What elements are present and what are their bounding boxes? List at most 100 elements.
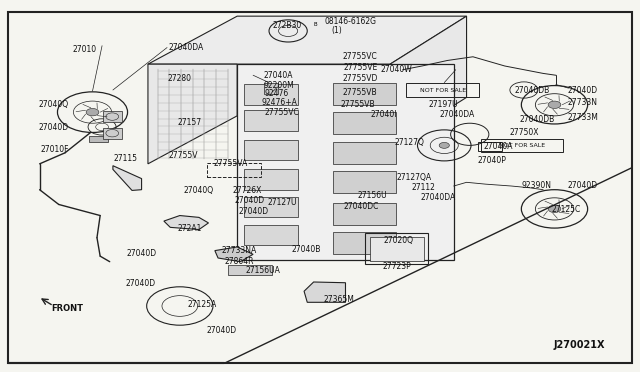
Circle shape (548, 101, 561, 109)
Text: 27040D: 27040D (235, 196, 265, 205)
Text: 27040D: 27040D (38, 123, 68, 132)
Polygon shape (304, 282, 346, 302)
Text: 27010F: 27010F (40, 145, 68, 154)
Bar (228, 265, 272, 275)
Polygon shape (164, 215, 209, 230)
Text: 92476: 92476 (264, 89, 289, 98)
Bar (207, 163, 260, 177)
Bar (333, 142, 396, 164)
Text: B: B (314, 22, 317, 27)
Bar (481, 139, 563, 152)
Text: 08146-6162G: 08146-6162G (324, 17, 376, 26)
Text: 27125A: 27125A (188, 300, 217, 309)
Bar (333, 232, 396, 254)
Text: 27197U: 27197U (428, 100, 458, 109)
Text: 27040B: 27040B (291, 245, 321, 254)
Text: 27040DA: 27040DA (420, 193, 456, 202)
Text: 27040D: 27040D (568, 86, 598, 95)
Text: 27755VB: 27755VB (343, 89, 378, 97)
Bar (244, 84, 298, 105)
Bar (90, 136, 108, 142)
Text: 27755VB: 27755VB (341, 100, 376, 109)
Text: 27127QA: 27127QA (396, 173, 431, 182)
Text: (1): (1) (332, 26, 342, 35)
Bar (370, 237, 424, 260)
Text: 27127Q: 27127Q (394, 138, 424, 147)
Text: 92476+A: 92476+A (262, 98, 298, 107)
Text: 27365M: 27365M (324, 295, 355, 304)
Text: NOT FOR SALE: NOT FOR SALE (499, 143, 545, 148)
Text: 27726X: 27726X (232, 186, 261, 195)
Circle shape (548, 205, 561, 212)
Text: 27040D: 27040D (127, 249, 157, 258)
Bar (406, 83, 479, 97)
Text: 27755VC: 27755VC (343, 52, 378, 61)
Text: 27040DB: 27040DB (515, 86, 550, 95)
Text: 27040Q: 27040Q (184, 186, 214, 195)
Text: 27125C: 27125C (551, 205, 580, 215)
Text: 27733NA: 27733NA (221, 246, 257, 255)
Text: 27040Q: 27040Q (38, 100, 68, 109)
Text: 27040D: 27040D (206, 326, 236, 335)
Text: 27040D: 27040D (238, 206, 268, 216)
Text: 27040A: 27040A (484, 142, 513, 151)
Text: 27755VA: 27755VA (214, 159, 248, 169)
Text: 27040DA: 27040DA (168, 43, 204, 52)
Text: J270021X: J270021X (554, 340, 605, 350)
Polygon shape (113, 166, 141, 190)
Circle shape (86, 109, 99, 116)
Bar (365, 233, 428, 263)
Bar (314, 18, 396, 40)
Text: 27040P: 27040P (477, 156, 506, 166)
Text: 272A1: 272A1 (177, 224, 202, 233)
Text: 27723P: 27723P (382, 262, 411, 271)
Text: 27040D: 27040D (568, 182, 598, 190)
Text: 27040W: 27040W (381, 65, 412, 74)
Text: 27112: 27112 (412, 183, 436, 192)
Text: FRONT: FRONT (51, 304, 83, 313)
Text: 27755VD: 27755VD (342, 74, 378, 83)
Text: 27040I: 27040I (371, 109, 397, 119)
Text: 27750X: 27750X (509, 128, 539, 137)
Bar (333, 83, 396, 105)
Text: 27040D: 27040D (125, 279, 156, 288)
Bar (244, 225, 298, 245)
Text: 272B30: 272B30 (272, 21, 301, 30)
Text: 27156U: 27156U (357, 191, 387, 200)
Text: 27020Q: 27020Q (383, 236, 413, 245)
Text: 27733N: 27733N (568, 99, 598, 108)
Text: 27115: 27115 (114, 154, 138, 163)
Bar (264, 83, 278, 94)
Polygon shape (148, 16, 467, 64)
Bar (237, 64, 454, 260)
Bar (244, 169, 298, 190)
Bar (102, 111, 122, 122)
Text: 27864R: 27864R (225, 257, 254, 266)
Bar (333, 112, 396, 134)
Text: 27127U: 27127U (267, 198, 296, 207)
Bar (478, 142, 502, 151)
Text: 27040DA: 27040DA (440, 109, 475, 119)
Text: 27280: 27280 (168, 74, 192, 83)
Bar (333, 203, 396, 225)
Text: 27755VE: 27755VE (343, 63, 377, 72)
Text: 27755VC: 27755VC (264, 108, 299, 117)
Bar (102, 128, 122, 139)
Bar (333, 171, 396, 193)
Text: 27156UA: 27156UA (245, 266, 280, 275)
Circle shape (439, 142, 449, 148)
Text: 27733M: 27733M (567, 113, 598, 122)
Text: 27755V: 27755V (168, 151, 198, 160)
Text: 92200M: 92200M (263, 81, 294, 90)
Polygon shape (148, 64, 237, 164)
Text: 27040A: 27040A (264, 71, 293, 80)
Text: 27157: 27157 (178, 118, 202, 127)
Text: 27040DC: 27040DC (344, 202, 379, 211)
Polygon shape (390, 16, 467, 145)
Text: 92390N: 92390N (522, 182, 552, 190)
Polygon shape (215, 247, 253, 262)
Bar (244, 110, 298, 131)
Text: 27040DB: 27040DB (519, 115, 554, 124)
Bar (244, 140, 298, 160)
Text: 27010: 27010 (72, 45, 96, 54)
